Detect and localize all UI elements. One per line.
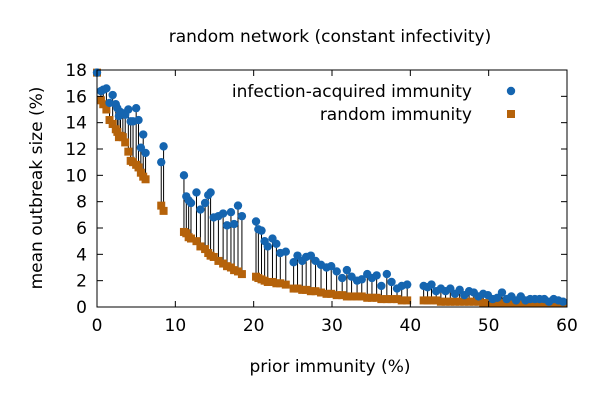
y-tick-label: 8 xyxy=(76,193,87,213)
acquired-immunity-point xyxy=(124,105,132,113)
random-immunity-point xyxy=(121,138,129,146)
acquired-immunity-point xyxy=(206,188,214,196)
acquired-immunity-point xyxy=(227,208,235,216)
legend-label-random: random immunity xyxy=(320,105,472,125)
acquired-immunity-point xyxy=(223,221,231,229)
acquired-immunity-point xyxy=(383,270,391,278)
acquired-immunity-point xyxy=(403,280,411,288)
outbreak-size-chart: random network (constant infectivity) 0 1… xyxy=(0,0,600,400)
acquired-immunity-point xyxy=(372,271,380,279)
legend-marker-random xyxy=(507,110,515,118)
acquired-immunity-point xyxy=(192,188,200,196)
acquired-immunity-point xyxy=(264,242,272,250)
acquired-immunity-point xyxy=(139,130,147,138)
y-tick-label: 10 xyxy=(65,166,87,186)
x-tick-label: 0 xyxy=(92,316,103,336)
acquired-immunity-point xyxy=(159,142,167,150)
random-immunity-point xyxy=(142,175,150,183)
y-tick-label: 4 xyxy=(76,245,87,265)
y-tick-label: 14 xyxy=(65,114,87,134)
legend: infection-acquired immunity random immun… xyxy=(232,82,515,125)
acquired-immunity-point xyxy=(157,158,165,166)
legend-marker-acquired xyxy=(507,87,515,95)
acquired-immunity-point xyxy=(333,267,341,275)
x-tick-label: 20 xyxy=(243,316,265,336)
acquired-immunity-point xyxy=(134,116,142,124)
acquired-immunity-point xyxy=(252,217,260,225)
chart-title: random network (constant infectivity) xyxy=(169,27,492,47)
x-axis-label: prior immunity (%) xyxy=(250,357,411,377)
x-tick-label: 10 xyxy=(165,316,187,336)
acquired-immunity-point xyxy=(187,199,195,207)
acquired-immunity-point xyxy=(201,199,209,207)
y-tick-label: 18 xyxy=(65,61,87,81)
acquired-immunity-point xyxy=(387,278,395,286)
acquired-immunity-point xyxy=(102,84,110,92)
acquired-immunity-point xyxy=(132,104,140,112)
acquired-immunity-point xyxy=(377,282,385,290)
acquired-immunity-point xyxy=(141,149,149,157)
acquired-immunity-point xyxy=(272,240,280,248)
random-immunity-point xyxy=(238,270,246,278)
acquired-immunity-point xyxy=(257,226,265,234)
random-immunity-point xyxy=(160,207,168,215)
x-tick-label: 60 xyxy=(556,316,578,336)
random-immunity-point xyxy=(124,148,132,156)
x-tick-label: 30 xyxy=(321,316,343,336)
y-tick-label: 16 xyxy=(65,87,87,107)
y-tick-label: 12 xyxy=(65,140,87,160)
y-tick-label: 2 xyxy=(76,272,87,292)
acquired-immunity-point xyxy=(338,274,346,282)
acquired-immunity-point xyxy=(108,91,116,99)
acquired-immunity-point xyxy=(234,201,242,209)
x-tick-label: 40 xyxy=(400,316,422,336)
y-axis-label: mean outbreak size (%) xyxy=(27,87,47,290)
x-tick-label: 50 xyxy=(478,316,500,336)
y-tick-label: 6 xyxy=(76,219,87,239)
random-immunity-point xyxy=(282,281,290,289)
acquired-immunity-point xyxy=(282,248,290,256)
acquired-immunity-point xyxy=(180,171,188,179)
y-tick-label: 0 xyxy=(76,298,87,318)
acquired-immunity-point xyxy=(219,209,227,217)
acquired-immunity-point xyxy=(238,212,246,220)
acquired-immunity-point xyxy=(559,298,567,306)
acquired-immunity-point xyxy=(230,220,238,228)
legend-label-acquired: infection-acquired immunity xyxy=(232,82,472,102)
